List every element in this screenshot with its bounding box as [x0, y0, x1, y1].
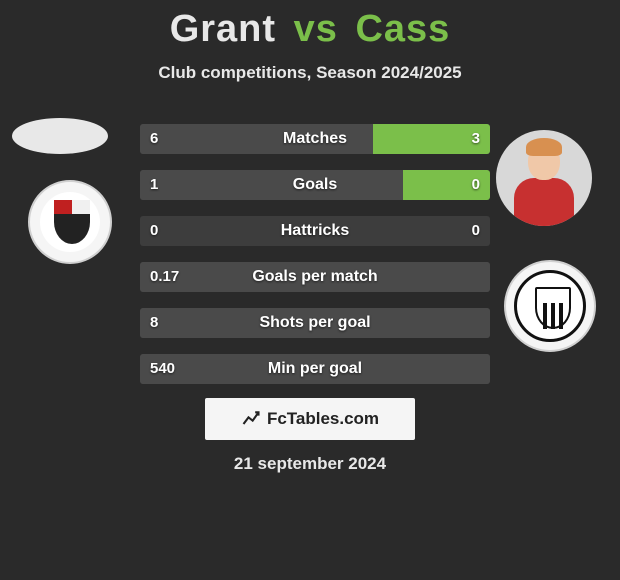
stat-row: 0Hattricks0 [140, 216, 490, 246]
player1-photo [12, 118, 108, 154]
chart-icon [241, 409, 261, 429]
stats-container: 6Matches31Goals00Hattricks00.17Goals per… [140, 124, 490, 400]
stat-row: 8Shots per goal [140, 308, 490, 338]
source-badge[interactable]: FcTables.com [205, 398, 415, 440]
player2-jersey [514, 178, 574, 226]
stat-label: Goals [140, 170, 490, 200]
player1-name: Grant [170, 8, 276, 50]
stat-row: 0.17Goals per match [140, 262, 490, 292]
stat-label: Shots per goal [140, 308, 490, 338]
comparison-card: Grant vs Cass Club competitions, Season … [0, 0, 620, 580]
badge-stripe [559, 303, 563, 329]
stat-value-right: 0 [472, 170, 480, 200]
stat-row: 540Min per goal [140, 354, 490, 384]
stat-value-right: 0 [472, 216, 480, 246]
badge-stripe [543, 303, 547, 329]
badge-inner [40, 192, 100, 252]
stat-row: 6Matches3 [140, 124, 490, 154]
stat-label: Min per goal [140, 354, 490, 384]
stat-row: 1Goals0 [140, 170, 490, 200]
player2-club-badge [504, 260, 596, 352]
date-label: 21 september 2024 [0, 454, 620, 474]
player2-photo [496, 130, 592, 226]
title: Grant vs Cass [0, 0, 620, 51]
player2-hair [526, 138, 562, 156]
vs-label: vs [294, 8, 338, 50]
stat-label: Matches [140, 124, 490, 154]
stat-label: Hattricks [140, 216, 490, 246]
badge-quadrant [54, 200, 72, 214]
subtitle: Club competitions, Season 2024/2025 [0, 63, 620, 83]
badge-inner [514, 270, 586, 342]
player1-club-badge [28, 180, 112, 264]
badge-stripe [551, 303, 555, 329]
badge-shield [535, 287, 571, 329]
stat-value-right: 3 [472, 124, 480, 154]
source-text: FcTables.com [267, 409, 379, 429]
stat-label: Goals per match [140, 262, 490, 292]
player2-name: Cass [355, 8, 450, 50]
badge-quadrant [72, 200, 90, 214]
